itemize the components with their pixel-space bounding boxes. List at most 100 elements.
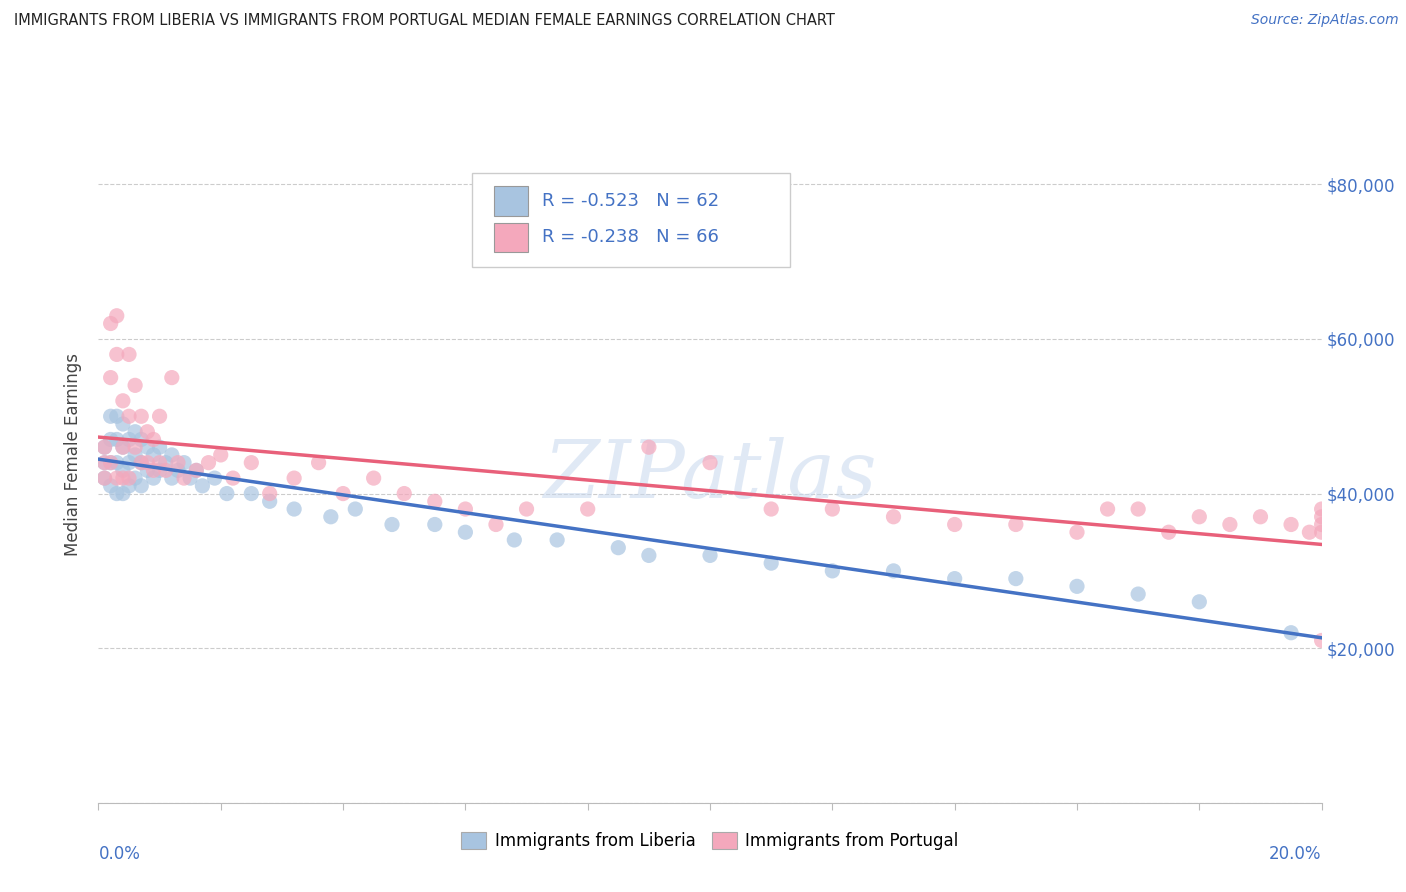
Point — [344, 502, 367, 516]
Point — [149, 456, 172, 470]
Point — [1066, 579, 1088, 593]
Point — [105, 347, 128, 361]
Point — [1249, 509, 1271, 524]
Point — [100, 479, 122, 493]
Point — [93, 440, 115, 454]
Text: IMMIGRANTS FROM LIBERIA VS IMMIGRANTS FROM PORTUGAL MEDIAN FEMALE EARNINGS CORRE: IMMIGRANTS FROM LIBERIA VS IMMIGRANTS FR… — [14, 13, 835, 29]
Point — [124, 471, 146, 485]
Point — [136, 456, 159, 470]
Point — [363, 471, 385, 485]
Point — [759, 502, 782, 516]
Point — [100, 456, 122, 470]
Point — [105, 486, 128, 500]
Point — [222, 471, 245, 485]
Point — [637, 549, 661, 563]
Point — [160, 471, 183, 485]
Point — [240, 486, 263, 500]
Text: 20.0%: 20.0% — [1270, 845, 1322, 863]
Point — [129, 433, 152, 447]
Point — [167, 456, 190, 470]
Point — [197, 456, 219, 470]
Point — [423, 494, 446, 508]
Point — [259, 486, 281, 500]
Point — [160, 448, 183, 462]
Point — [215, 486, 238, 500]
Point — [186, 463, 208, 477]
Point — [943, 572, 966, 586]
Point — [100, 456, 122, 470]
Point — [1279, 625, 1302, 640]
Point — [332, 486, 354, 500]
Point — [111, 440, 134, 454]
Point — [111, 463, 134, 477]
Legend: Immigrants from Liberia, Immigrants from Portugal: Immigrants from Liberia, Immigrants from… — [454, 826, 966, 857]
Text: ZIPatlas: ZIPatlas — [543, 437, 877, 515]
Point — [173, 471, 195, 485]
Point — [883, 564, 905, 578]
Point — [142, 433, 165, 447]
Point — [118, 409, 141, 424]
Point — [118, 433, 141, 447]
Point — [105, 309, 128, 323]
Point — [423, 517, 446, 532]
Point — [118, 347, 141, 361]
Point — [637, 440, 661, 454]
Point — [943, 517, 966, 532]
Point — [118, 456, 141, 470]
Point — [118, 479, 141, 493]
Point — [93, 440, 115, 454]
Point — [149, 440, 172, 454]
Point — [142, 471, 165, 485]
Point — [118, 471, 141, 485]
Point — [1310, 502, 1333, 516]
Point — [1310, 633, 1333, 648]
Point — [883, 509, 905, 524]
Point — [167, 463, 190, 477]
Point — [111, 486, 134, 500]
Point — [111, 440, 134, 454]
Point — [160, 370, 183, 384]
Point — [821, 502, 844, 516]
FancyBboxPatch shape — [494, 186, 527, 216]
Point — [129, 409, 152, 424]
FancyBboxPatch shape — [471, 173, 790, 267]
Point — [93, 471, 115, 485]
Point — [142, 463, 165, 477]
Point — [283, 502, 305, 516]
Point — [283, 471, 305, 485]
Point — [1298, 525, 1320, 540]
Point — [136, 440, 159, 454]
Point — [1219, 517, 1241, 532]
Point — [821, 564, 844, 578]
Point — [155, 463, 177, 477]
Point — [1128, 502, 1150, 516]
Point — [155, 456, 177, 470]
Point — [111, 393, 134, 408]
Point — [607, 541, 630, 555]
Point — [100, 317, 122, 331]
Point — [124, 448, 146, 462]
Point — [759, 556, 782, 570]
Point — [100, 370, 122, 384]
Point — [1310, 517, 1333, 532]
Point — [503, 533, 526, 547]
Point — [129, 456, 152, 470]
Point — [454, 502, 477, 516]
Point — [105, 471, 128, 485]
Point — [516, 502, 538, 516]
Point — [259, 494, 281, 508]
Point — [319, 509, 342, 524]
Point — [1128, 587, 1150, 601]
Point — [308, 456, 330, 470]
Point — [1310, 509, 1333, 524]
Point — [105, 409, 128, 424]
Point — [1310, 525, 1333, 540]
Point — [142, 448, 165, 462]
Point — [186, 463, 208, 477]
Point — [1188, 595, 1211, 609]
Point — [381, 517, 404, 532]
Point — [111, 417, 134, 431]
Point — [105, 456, 128, 470]
Point — [93, 456, 115, 470]
Point — [136, 463, 159, 477]
